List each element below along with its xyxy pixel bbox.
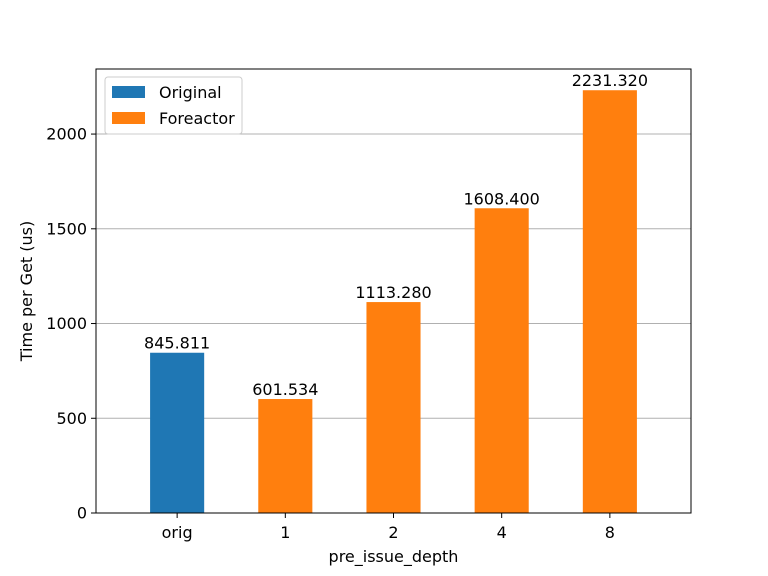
y-tick-label-4: 2000 — [46, 125, 87, 144]
y-axis-ticks: 0 500 1000 1500 2000 — [46, 125, 96, 523]
data-label-orig: 845.811 — [144, 334, 210, 353]
data-label-1: 601.534 — [252, 380, 318, 399]
data-label-2: 1113.280 — [355, 283, 431, 302]
bar-4 — [474, 208, 529, 513]
legend-label-original: Original — [159, 83, 222, 102]
x-tick-label-2: 2 — [388, 523, 398, 542]
y-tick-label-2: 1000 — [46, 314, 87, 333]
data-label-4: 1608.400 — [464, 189, 540, 208]
x-axis-ticks: orig 1 2 4 8 — [162, 513, 615, 542]
y-tick-label-3: 1500 — [46, 219, 87, 238]
data-labels: 845.811 601.534 1113.280 1608.400 2231.320 — [144, 71, 648, 399]
legend-label-foreactor: Foreactor — [159, 109, 235, 128]
y-tick-label-0: 0 — [77, 504, 87, 523]
legend-swatch-original — [112, 86, 145, 98]
bar-1 — [258, 399, 313, 513]
bars — [150, 90, 637, 513]
y-axis-label: Time per Get (us) — [17, 221, 36, 362]
bar-2 — [366, 302, 421, 513]
legend: Original Foreactor — [104, 76, 243, 135]
x-axis-label: pre_issue_depth — [329, 547, 459, 567]
x-tick-label-8: 8 — [605, 523, 615, 542]
legend-swatch-foreactor — [112, 112, 145, 124]
bar-8 — [582, 90, 637, 513]
x-tick-label-4: 4 — [497, 523, 507, 542]
x-tick-label-1: 1 — [280, 523, 290, 542]
y-tick-label-1: 500 — [56, 409, 87, 428]
data-label-8: 2231.320 — [572, 71, 648, 90]
x-tick-label-orig: orig — [162, 523, 193, 542]
bar-orig — [150, 352, 205, 513]
